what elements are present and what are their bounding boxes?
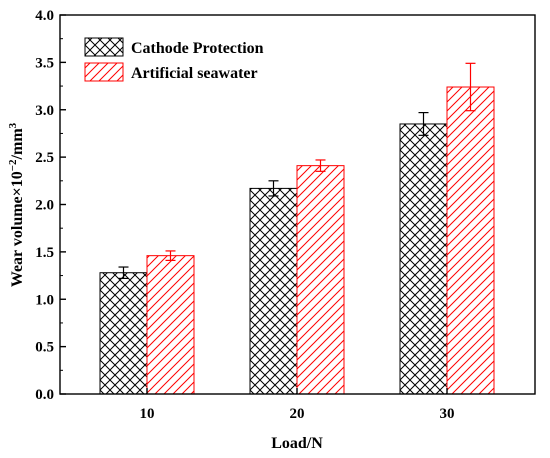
bar-artificial-seawater-20 [296, 165, 345, 395]
legend-label-artificial-seawater: Artificial seawater [131, 65, 258, 82]
x-tick-label: 10 [140, 406, 155, 422]
y-tick-label: 1.5 [35, 245, 54, 261]
bar-artificial-seawater-10 [146, 255, 195, 395]
y-tick-label: 1.0 [35, 292, 54, 308]
legend: Cathode Protection Artificial seawater [84, 37, 264, 82]
error-bar [465, 62, 476, 112]
bar-cathode-protection-30 [399, 123, 448, 395]
bar-cathode-protection-10 [99, 272, 148, 395]
y-axis-title: Wear volume×10−2/mm3 [7, 122, 26, 287]
bar-artificial-seawater-30 [446, 86, 495, 395]
y-tick-label: 0.5 [35, 340, 54, 356]
error-bar [118, 266, 129, 280]
x-tick-label: 20 [290, 406, 305, 422]
y-tick-label: 2.0 [35, 198, 54, 214]
y-tick-label: 0.0 [35, 387, 54, 403]
bar-cathode-protection-20 [249, 187, 298, 395]
legend-label-cathode-protection: Cathode Protection [131, 40, 264, 57]
x-tick-label: 30 [440, 406, 455, 422]
x-axis: 10 20 30 [140, 388, 455, 422]
x-axis-title: Load/N [271, 435, 323, 452]
y-axis: 0.0 0.5 1.0 1.5 2.0 2.5 3.0 3.5 4.0 [35, 8, 66, 403]
y-tick-label: 3.0 [35, 103, 54, 119]
y-tick-label: 4.0 [35, 8, 54, 24]
error-bar [418, 111, 429, 136]
error-bar [268, 180, 279, 197]
error-bar [315, 159, 326, 172]
legend-swatch-artificial-seawater [84, 62, 124, 82]
y-tick-label: 2.5 [35, 150, 54, 166]
error-bar [165, 250, 176, 262]
legend-swatch-cathode-protection [84, 37, 124, 57]
plot-area [99, 62, 495, 395]
y-tick-label: 3.5 [35, 55, 54, 71]
